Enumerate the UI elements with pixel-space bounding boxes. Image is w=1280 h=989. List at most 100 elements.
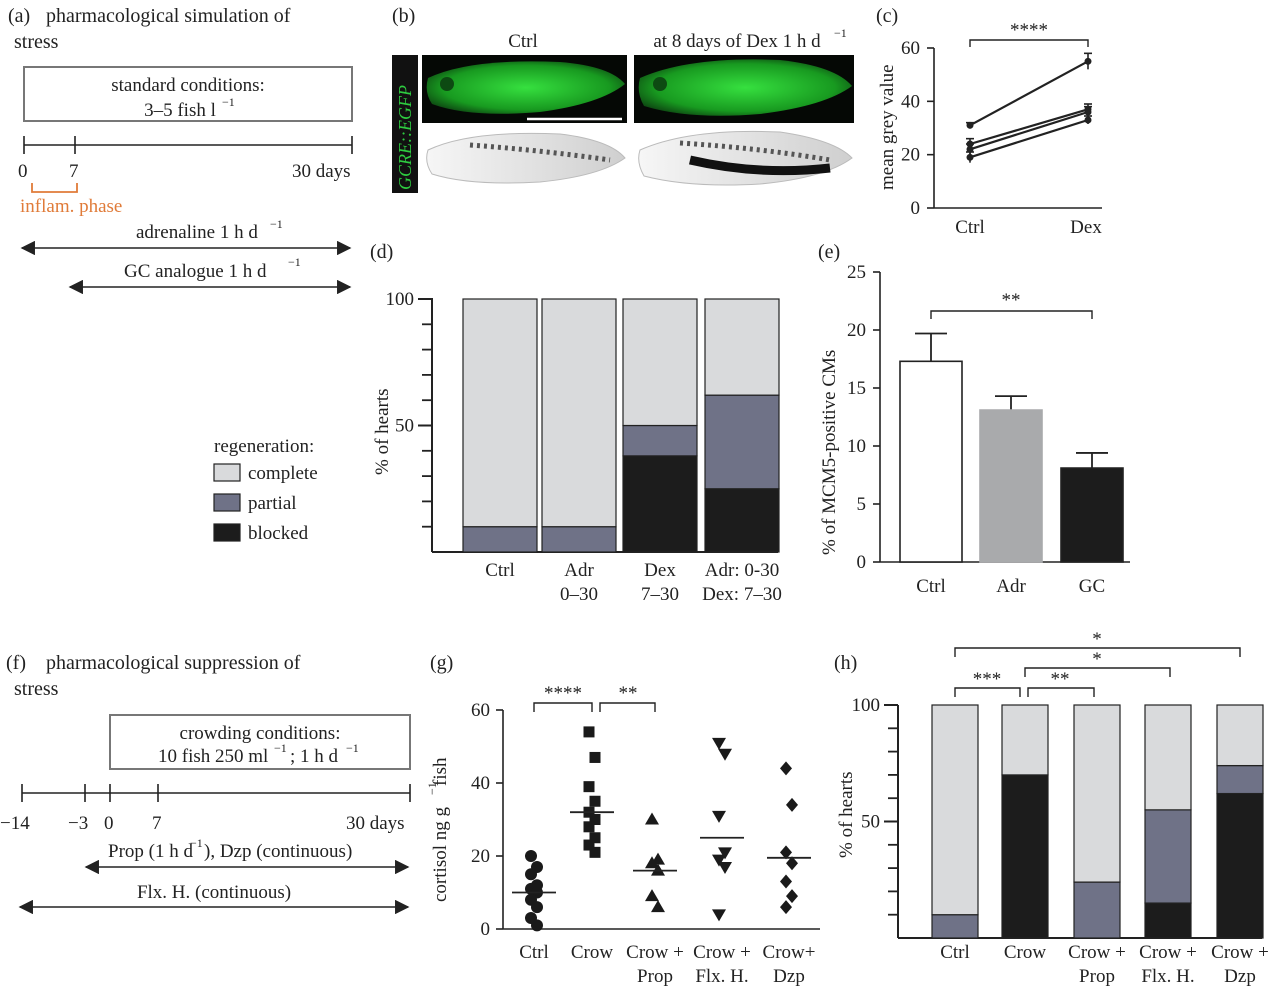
standard-conditions-line1: standard conditions: (111, 75, 265, 96)
panel-e-ytick-label: 15 (847, 378, 866, 399)
inflam-phase-bracket (31, 183, 78, 193)
panel-h-bar-blocked (1144, 902, 1192, 939)
panel-g-bracket-2 (599, 702, 656, 712)
panel-d-bar-complete (462, 298, 538, 528)
panel-g-point (583, 781, 595, 793)
inflam-phase-label: inflam. phase (20, 196, 122, 217)
panel-e-ytick-label: 0 (857, 552, 867, 573)
timeline-a-label-7: 7 (69, 161, 79, 182)
panel-e: (e) % of MCM5-positive CMs 0 5 10 15 20 25 Ct… (818, 241, 1130, 597)
panel-c-point (966, 145, 974, 153)
prop-sup: −1 (190, 836, 203, 850)
panel-h-xlabel-3: Crow + (1068, 942, 1126, 963)
panel-d-xlabel-1: Ctrl (485, 560, 515, 581)
panel-g-point (525, 868, 537, 881)
panel-g-yticks: 0 20 40 60 (471, 700, 503, 940)
panel-g-point (712, 854, 726, 867)
dex-fish-pattern (679, 140, 831, 163)
panel-g-point (786, 797, 798, 812)
panel-h-bracket-3 (1024, 667, 1171, 677)
panel-h-bar-partial (931, 914, 979, 939)
panel-c-point (966, 153, 974, 161)
panel-g-point (712, 810, 726, 823)
panel-h-xlabel-3b: Prop (1079, 966, 1115, 987)
ctrl-fish-eye (440, 77, 454, 91)
ctrl-fish-pattern (469, 142, 611, 163)
panel-h-xlabel-4: Crow + (1139, 942, 1197, 963)
dex-fluorescent-fish (638, 59, 852, 116)
panel-e-yticks: 0 5 10 15 20 25 (847, 262, 880, 573)
panel-d-xlabel-4: Adr: 0-30 (705, 560, 779, 581)
panel-g-label: (g) (430, 652, 453, 674)
panel-d-xlabel-3b: 7–30 (641, 584, 679, 605)
panel-g-point (645, 812, 659, 825)
panel-a-title-line2: stress (14, 31, 59, 53)
panel-c-ytick-label: 60 (901, 38, 920, 59)
panel-f-title-line2: stress (14, 678, 59, 700)
panel-g-ylabel-a: cortisol ng g (430, 807, 451, 902)
legend-complete: complete (248, 463, 318, 484)
panel-g-point (651, 900, 665, 913)
panel-c-ytick-label: 20 (901, 145, 920, 166)
panel-g-sig-1: **** (544, 683, 582, 704)
panel-g-xlabel-4: Crow + (693, 942, 751, 963)
panel-h-xlabel-4b: Flx. H. (1141, 966, 1194, 987)
panel-c-label: (c) (876, 5, 898, 27)
panel-g-points (512, 726, 811, 932)
panel-g-ytick-label: 40 (471, 773, 490, 794)
panel-b: (b) Ctrl at 8 days of Dex 1 h d −1 GCRE:… (392, 5, 854, 193)
panel-a-title-line1: pharmacological simulation of (46, 5, 291, 27)
panel-h-sig-2: ** (1051, 669, 1070, 690)
adrenaline-label: adrenaline 1 h d (136, 222, 258, 243)
panel-h-bar-blocked (1001, 774, 1049, 939)
panel-g-point (712, 909, 726, 922)
panel-d-ytick-label: 50 (395, 416, 414, 437)
panel-d-bar-partial (704, 394, 780, 490)
panel-h-bracket-1 (954, 687, 1021, 697)
panel-g-point (786, 889, 798, 904)
panel-f: (f) pharmacological suppression of stres… (0, 652, 411, 915)
timeline-f-label-m3: −3 (68, 813, 88, 834)
panel-e-bar (979, 409, 1043, 563)
panel-d-bars (462, 298, 780, 553)
panel-g-point (583, 726, 595, 738)
panel-d-bar-partial (541, 526, 617, 553)
panel-g: (g) cortisol ng g −1 fish 0 20 40 60 Ctrl C… (425, 652, 820, 987)
panel-d-bar-partial (462, 526, 538, 553)
adrenaline-sup: −1 (270, 217, 283, 231)
panel-e-xtick-ctrl: Ctrl (916, 576, 946, 597)
panel-g-point (780, 845, 792, 860)
panel-c-yticks: 0 20 40 60 (901, 38, 934, 219)
panel-a-label: (a) (8, 5, 30, 27)
panel-h-bar-partial (1073, 881, 1121, 939)
panel-h-bar-complete (931, 704, 979, 916)
panel-g-point (780, 874, 792, 889)
timeline-f-label-7: 7 (152, 813, 162, 834)
panel-g-point (583, 821, 595, 833)
timeline-a-label-30: 30 days (292, 161, 351, 182)
panel-c-point (1084, 57, 1092, 65)
panel-g-ylabel-b: fish (430, 757, 451, 786)
panel-d-ylabel: % of hearts (372, 388, 393, 475)
panel-c-point (966, 121, 974, 129)
panel-g-point (531, 901, 543, 914)
legend-swatch-complete (213, 463, 241, 482)
panel-f-label: (f) (6, 652, 26, 674)
panel-e-bar (899, 360, 963, 563)
panel-g-xlabel-5: Crow+ (763, 942, 816, 963)
panel-e-ylabel: % of MCM5-positive CMs (819, 350, 840, 555)
panel-g-point (780, 900, 792, 915)
flx-label: Flx. H. (continuous) (137, 882, 291, 903)
ctrl-fluorescent-fish (426, 61, 625, 114)
gc-analogue-sup: −1 (288, 255, 301, 269)
panel-g-point (718, 748, 732, 761)
panel-h-bar-blocked (1216, 792, 1264, 939)
standard-conditions-box (23, 66, 353, 122)
panel-d-bar-complete (622, 298, 698, 427)
timeline-f-label-30: 30 days (346, 813, 405, 834)
panel-d-bar-complete (541, 298, 617, 528)
panel-g-point (786, 856, 798, 871)
panel-h-xlabel-1: Ctrl (940, 942, 970, 963)
